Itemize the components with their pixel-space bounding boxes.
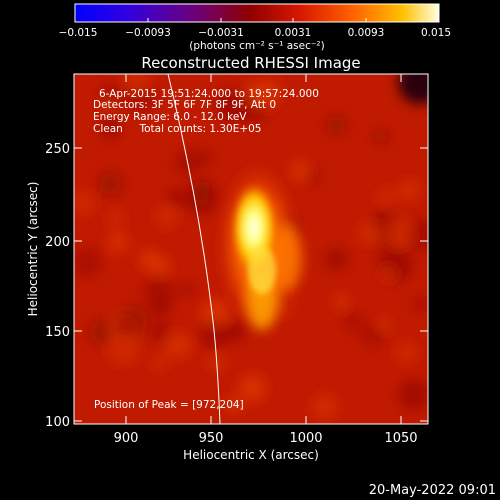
x-tick-label: 1000 — [289, 431, 322, 446]
colorbar-tick-label: 0.0093 — [348, 27, 385, 39]
flare-emission-source — [218, 163, 302, 330]
x-axis-label: Heliocentric X (arcsec) — [183, 448, 319, 462]
texture-blob — [150, 353, 168, 372]
texture-blob — [106, 231, 129, 254]
colorbar-unit-label: (photons cm⁻² s⁻¹ asec⁻²) — [189, 40, 324, 52]
texture-blob — [107, 333, 140, 366]
texture-blob — [324, 246, 349, 272]
texture-blob — [74, 189, 96, 216]
texture-blob — [413, 295, 428, 313]
texture-blob — [164, 332, 192, 360]
texture-blob — [107, 208, 126, 227]
texture-blob — [342, 310, 363, 331]
texture-blob — [74, 247, 103, 278]
colorbar: −0.015 −0.0093 −0.0031 0.0031 0.0093 0.0… — [59, 3, 451, 52]
texture-blob — [99, 94, 118, 113]
detectors-label: Detectors: 3F 5F 6F 7F 8F 9F, Att 0 — [93, 99, 276, 111]
texture-blob — [138, 249, 160, 270]
colorbar-tick-label: −0.0093 — [125, 27, 171, 39]
texture-blob — [254, 86, 278, 110]
y-axis-label: Heliocentric Y (arcsec) — [26, 182, 40, 317]
time-range-label: 6-Apr-2015 19:51:24.000 to 19:57:24.000 — [99, 88, 319, 100]
clean-residual-texture — [74, 74, 428, 421]
texture-blob — [398, 379, 428, 411]
texture-blob — [360, 322, 386, 349]
colorbar-tick-label: −0.0031 — [198, 27, 244, 39]
texture-blob — [89, 320, 113, 344]
y-tick-label: 200 — [45, 235, 70, 250]
plot-frame — [73, 73, 429, 425]
texture-blob — [333, 293, 351, 311]
y-tick-label: 150 — [45, 325, 70, 340]
solar-limb-line — [167, 74, 221, 424]
texture-blob — [143, 277, 176, 310]
texture-blob — [167, 188, 186, 207]
texture-blob — [113, 313, 140, 339]
plot-title: Reconstructed RHESSI Image — [141, 54, 360, 72]
texture-blob — [174, 150, 199, 175]
texture-blob — [311, 393, 338, 421]
texture-blob — [377, 187, 396, 207]
texture-blob — [99, 117, 121, 139]
x-tick-label: 900 — [114, 431, 139, 446]
texture-blob — [224, 396, 243, 414]
texture-blob — [238, 374, 266, 403]
texture-blob — [380, 265, 397, 282]
y-axis-ticks — [74, 147, 428, 422]
colorbar-gradient — [74, 3, 440, 23]
texture-blob — [150, 321, 171, 342]
texture-blob — [184, 181, 219, 215]
x-axis-ticks — [125, 74, 402, 424]
texture-blob — [215, 89, 249, 123]
texture-blob — [374, 129, 389, 144]
peak-position-label: Position of Peak = [972,204] — [94, 399, 244, 411]
texture-blob — [154, 204, 179, 229]
texture-blob — [225, 320, 247, 342]
texture-blob — [357, 221, 381, 245]
x-tick-label: 1050 — [384, 431, 417, 446]
y-tick-label: 250 — [45, 142, 70, 157]
colorbar-tick-label: 0.0031 — [275, 27, 312, 39]
colorbar-ticks — [74, 18, 440, 22]
texture-blob — [383, 217, 415, 249]
clean-counts-label: Clean Total counts: 1.30E+05 — [93, 123, 262, 135]
texture-blob — [201, 298, 231, 328]
texture-blob — [289, 160, 312, 182]
texture-blob — [123, 74, 150, 94]
texture-blob — [179, 281, 195, 297]
energy-range-label: Energy Range: 6.0 - 12.0 keV — [93, 111, 247, 123]
texture-blob — [326, 115, 346, 135]
footer-timestamp: 20-May-2022 09:01 — [368, 483, 496, 498]
texture-blob — [99, 172, 122, 196]
y-tick-label: 100 — [45, 415, 70, 430]
colorbar-tick-label: −0.015 — [59, 27, 98, 39]
x-tick-label: 950 — [199, 431, 224, 446]
colorbar-tick-label: 0.015 — [421, 27, 451, 39]
image-area — [74, 74, 428, 424]
texture-blob — [395, 341, 418, 364]
texture-blob — [398, 179, 421, 202]
